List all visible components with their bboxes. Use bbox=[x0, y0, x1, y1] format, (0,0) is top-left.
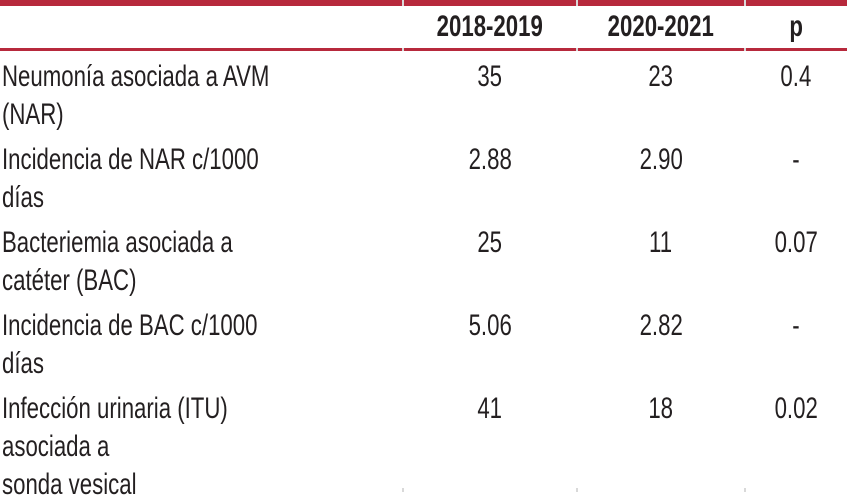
cell-boundary-notch bbox=[744, 488, 746, 492]
value-2018-2019: 25 bbox=[477, 226, 503, 259]
cell-boundary-notch bbox=[576, 0, 578, 6]
value-p: - bbox=[792, 309, 800, 342]
row-label: Neumonía asociada a AVM (NAR) bbox=[2, 60, 270, 131]
cell-boundary-notch bbox=[402, 0, 404, 6]
header-row: 2018-2019 2020-2021 p bbox=[0, 3, 847, 50]
value-2020-2021: 2.90 bbox=[639, 143, 683, 176]
row-label: Bacteriemia asociada a catéter (BAC) bbox=[2, 226, 233, 297]
value-2018-2019: 41 bbox=[477, 392, 503, 425]
value-p: 0.07 bbox=[774, 226, 818, 259]
table-row-nar-incidence: Incidencia de NAR c/1000 días 2.88 2.90 … bbox=[0, 134, 847, 217]
value-2020-2021: 2.82 bbox=[639, 309, 683, 342]
column-header-label: 2020-2021 bbox=[607, 10, 715, 43]
value-2018-2019: 2.88 bbox=[468, 143, 512, 176]
cell-boundary-notch bbox=[576, 48, 578, 51]
table-row-itu-episodes: Infección urinaria (ITU) asociada a sond… bbox=[0, 383, 847, 496]
table-row-nar-episodes: Neumonía asociada a AVM (NAR) 35 23 0.4 bbox=[0, 50, 847, 135]
table-row-bac-episodes: Bacteriemia asociada a catéter (BAC) 25 … bbox=[0, 217, 847, 300]
cell-boundary-notch bbox=[576, 488, 578, 492]
value-2018-2019: 5.06 bbox=[468, 309, 512, 342]
cell-boundary-notch bbox=[402, 488, 404, 492]
table-row-bac-incidence: Incidencia de BAC c/1000 días 5.06 2.82 … bbox=[0, 300, 847, 383]
value-2020-2021: 18 bbox=[648, 392, 674, 425]
value-2020-2021: 23 bbox=[648, 60, 674, 93]
column-header-label: p bbox=[789, 10, 803, 43]
value-p: 0.4 bbox=[780, 60, 812, 93]
value-2018-2019: 35 bbox=[477, 60, 503, 93]
column-header-2020-2021: 2020-2021 bbox=[577, 3, 745, 50]
value-p: 0.02 bbox=[774, 392, 818, 425]
column-header-p-value: p bbox=[745, 3, 847, 50]
cell-boundary-notch bbox=[402, 48, 404, 51]
cell-boundary-notch bbox=[744, 0, 746, 6]
row-label: Incidencia de NAR c/1000 días bbox=[2, 143, 259, 214]
row-label: Infección urinaria (ITU) asociada a sond… bbox=[2, 392, 228, 496]
value-2020-2021: 11 bbox=[649, 226, 673, 259]
column-header-label: 2018-2019 bbox=[436, 10, 544, 43]
value-p: - bbox=[792, 143, 800, 176]
column-header-empty bbox=[0, 3, 403, 50]
cell-boundary-notch bbox=[744, 48, 746, 51]
column-header-2018-2019: 2018-2019 bbox=[403, 3, 577, 50]
row-label: Incidencia de BAC c/1000 días bbox=[2, 309, 258, 380]
